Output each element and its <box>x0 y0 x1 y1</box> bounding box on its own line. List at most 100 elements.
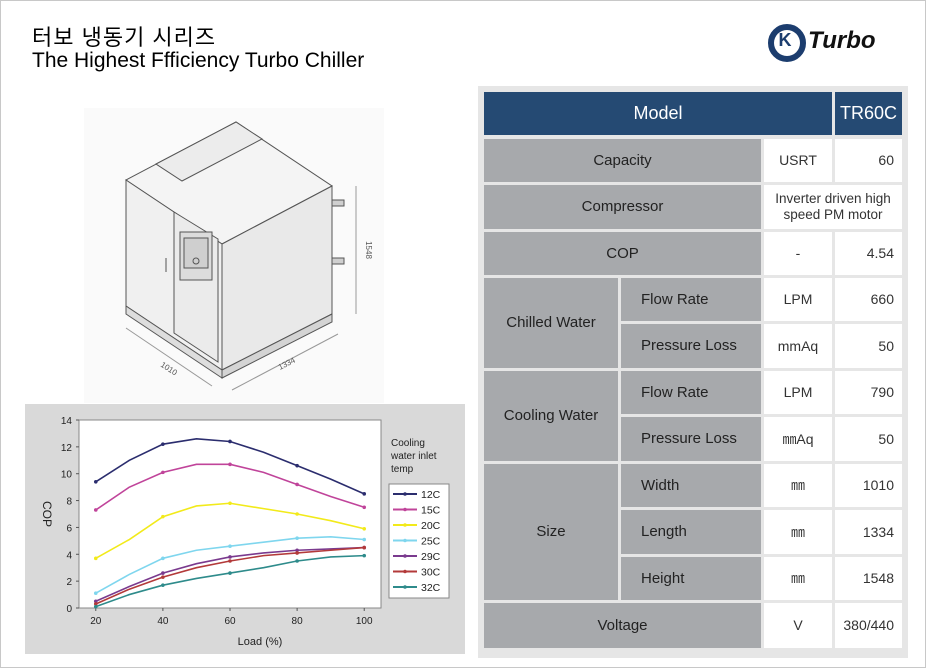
model-name: TR60C <box>835 92 902 135</box>
chilled-pressure-value: 50 <box>835 324 902 368</box>
cooling-water-label: Cooling Water <box>484 371 618 461</box>
point-12C-40 <box>161 442 165 446</box>
legend-label-29C: 29C <box>421 551 441 563</box>
model-header: Model <box>484 92 832 135</box>
y-tick-label-4: 4 <box>66 550 72 561</box>
chilled-water-label: Chilled Water <box>484 278 618 368</box>
cop-value: 4.54 <box>835 232 902 275</box>
legend-label-15C: 15C <box>421 505 441 517</box>
legend-title-line: Cooling <box>391 438 425 449</box>
point-12C-60 <box>228 439 232 444</box>
width-label: Width <box>621 464 761 507</box>
y-tick-label-6: 6 <box>66 523 72 534</box>
point-32C-80 <box>295 559 299 563</box>
point-15C-80 <box>295 482 299 487</box>
spec-table: Model TR60C Capacity USRT 60 Compressor … <box>478 86 908 658</box>
logo-letter: K <box>778 30 792 50</box>
legend-label-12C: 12C <box>421 489 441 501</box>
point-32C-20 <box>93 604 98 609</box>
chilled-pressure-label: Pressure Loss <box>621 324 761 368</box>
x-tick-label-60: 60 <box>224 616 236 627</box>
point-25C-60 <box>228 544 232 549</box>
compressor-label: Compressor <box>484 185 761 229</box>
point-15C-100 <box>362 505 367 510</box>
logo-text: Turbo <box>808 27 876 54</box>
point-32C-40 <box>161 583 165 587</box>
length-value: 1334 <box>835 510 902 554</box>
point-12C-100 <box>362 492 367 496</box>
y-tick-label-10: 10 <box>61 470 73 481</box>
x-axis-label: Load (%) <box>238 636 283 648</box>
legend-title-line: water inlet <box>390 451 437 462</box>
point-29C-40 <box>161 571 165 575</box>
point-32C-100 <box>362 553 367 558</box>
capacity-unit: USRT <box>764 139 832 182</box>
logo-circle-icon <box>768 24 806 62</box>
title-english: The Highest Ffficiency Turbo Chiller <box>32 49 365 72</box>
point-20C-100 <box>362 526 367 531</box>
x-tick-label-40: 40 <box>157 616 169 627</box>
point-20C-20 <box>93 556 98 561</box>
point-29C-80 <box>295 548 299 553</box>
point-25C-40 <box>161 556 165 561</box>
point-20C-80 <box>295 512 299 516</box>
legend-marker-20C <box>403 523 407 527</box>
capacity-value: 60 <box>835 139 902 182</box>
y-tick-label-12: 12 <box>61 443 73 454</box>
chilled-flow-value: 660 <box>835 278 902 321</box>
point-25C-20 <box>93 591 98 596</box>
title-korean: 터보 냉동기 시리즈 <box>32 25 217 50</box>
point-25C-80 <box>295 536 299 540</box>
cooling-pressure-unit: ㎜Aq <box>764 417 832 461</box>
legend-label-30C: 30C <box>421 567 441 579</box>
point-12C-80 <box>295 463 299 468</box>
cop-chart: 0 2 4 6 8 10 12 14 20 40 60 80 100 Load (%) COP Cooling… <box>25 404 465 654</box>
cooling-pressure-label: Pressure Loss <box>621 417 761 461</box>
cop-chart-svg: 0 2 4 6 8 10 12 14 20 40 60 80 100 Load (%) COP Cooling… <box>40 416 450 648</box>
width-unit: ㎜ <box>764 464 832 507</box>
compressor-value: Inverter driven high speed PM motor <box>764 185 902 229</box>
dim-length-label: 1334 <box>277 355 297 371</box>
point-32C-60 <box>228 571 232 575</box>
voltage-value: 380/440 <box>835 603 902 648</box>
point-15C-20 <box>93 508 98 512</box>
size-label: Size <box>484 464 618 600</box>
point-30C-20 <box>93 602 98 606</box>
legend-label-32C: 32C <box>421 582 441 594</box>
point-20C-40 <box>161 514 165 519</box>
legend-marker-30C <box>403 569 407 574</box>
point-15C-60 <box>228 462 232 467</box>
legend-title-line: temp <box>391 464 414 475</box>
voltage-label: Voltage <box>484 603 761 648</box>
y-tick-label-2: 2 <box>66 577 72 588</box>
point-12C-20 <box>93 479 98 484</box>
cooling-flow-label: Flow Rate <box>621 371 761 414</box>
legend-label-25C: 25C <box>421 536 441 548</box>
cop-label: COP <box>484 232 761 275</box>
y-tick-label-14: 14 <box>61 416 73 427</box>
point-25C-100 <box>362 537 367 542</box>
x-tick-label-100: 100 <box>356 616 373 627</box>
width-value: 1010 <box>835 464 902 507</box>
cop-unit: - <box>764 232 832 275</box>
point-30C-40 <box>161 575 165 579</box>
point-29C-20 <box>93 599 98 604</box>
legend-marker-15C <box>403 507 407 512</box>
legend-marker-25C <box>403 538 407 543</box>
point-30C-60 <box>228 559 232 563</box>
y-axis-label: COP <box>40 501 54 527</box>
chiller-drawing: 1548 1010 1334 <box>84 108 384 403</box>
plot-area <box>78 419 382 609</box>
point-15C-40 <box>161 470 165 475</box>
legend-marker-29C <box>403 554 407 558</box>
chilled-flow-unit: LPM <box>764 278 832 321</box>
cooling-flow-value: 790 <box>835 371 902 414</box>
capacity-label: Capacity <box>484 139 761 182</box>
legend-marker-12C <box>403 492 407 496</box>
dim-height-label: 1548 <box>364 241 373 259</box>
y-tick-label-8: 8 <box>66 497 72 508</box>
point-30C-100 <box>362 545 367 550</box>
legend-label-20C: 20C <box>421 520 441 532</box>
x-tick-label-20: 20 <box>90 616 102 627</box>
chilled-flow-label: Flow Rate <box>621 278 761 321</box>
